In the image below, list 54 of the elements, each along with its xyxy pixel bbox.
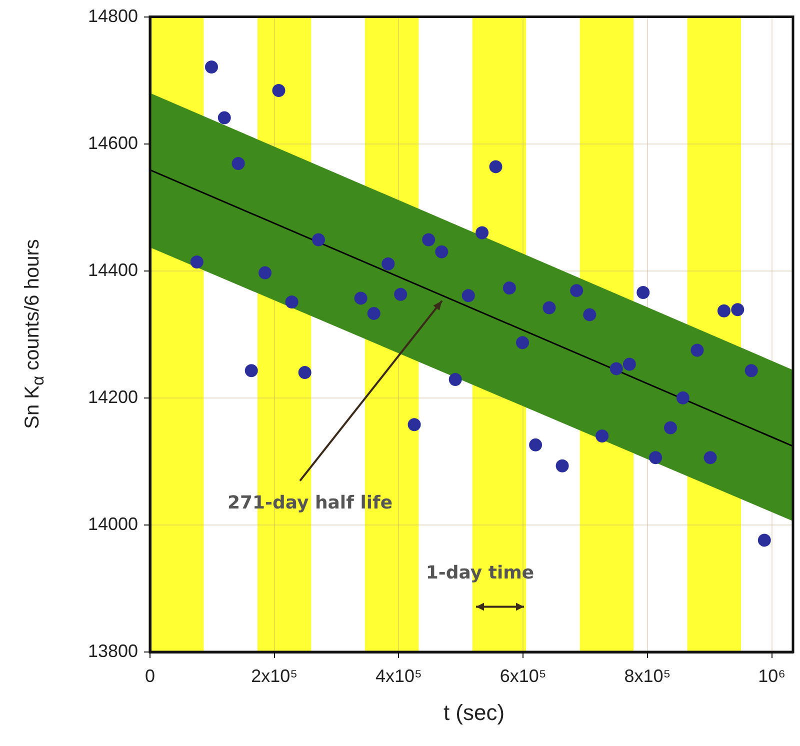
y-tick-label: 14400: [88, 260, 138, 280]
y-tick-label: 14200: [88, 386, 138, 407]
x-tick-label: 0: [144, 666, 156, 686]
point: [489, 160, 502, 174]
point: [583, 308, 596, 322]
point: [717, 304, 730, 318]
point: [312, 233, 326, 246]
point: [272, 84, 286, 97]
point: [649, 451, 662, 464]
point: [704, 451, 717, 464]
y-tick-label: 14800: [88, 6, 138, 26]
point: [622, 358, 636, 371]
point: [570, 284, 584, 298]
x-axis-title: t (sec): [443, 700, 505, 726]
point: [664, 421, 677, 434]
x-tick-label: 6x10⁵: [500, 666, 546, 686]
point: [516, 336, 529, 350]
point: [205, 60, 218, 74]
x-tick-label: 4x10⁵: [375, 666, 422, 686]
point: [244, 364, 258, 378]
x-tick-label: 2x10⁵: [251, 666, 298, 686]
point: [367, 306, 380, 320]
point: [218, 111, 231, 124]
point: [394, 288, 408, 301]
point: [422, 233, 436, 246]
point: [744, 364, 758, 378]
point: [542, 301, 556, 314]
point: [758, 534, 771, 547]
y-tick-label: 13800: [88, 640, 138, 661]
point: [596, 430, 609, 443]
point: [354, 292, 368, 305]
point: [731, 303, 744, 316]
y-tick-label: 14000: [88, 514, 138, 534]
point: [435, 245, 448, 258]
x-tick-label: 8x10⁵: [624, 666, 671, 686]
point: [529, 438, 542, 452]
point: [610, 362, 623, 376]
point: [258, 266, 272, 280]
point: [382, 257, 395, 270]
point: [232, 157, 245, 170]
point: [448, 373, 462, 386]
point: [298, 366, 312, 380]
point: [462, 289, 475, 302]
y-tick-label: 14600: [88, 132, 138, 153]
point: [190, 255, 204, 268]
point: [556, 459, 569, 472]
point: [502, 282, 516, 295]
point: [636, 286, 650, 299]
point: [408, 418, 421, 432]
x-tick-label: 10⁶: [758, 666, 786, 686]
point: [676, 391, 690, 404]
point: [285, 296, 298, 309]
point: [690, 344, 704, 357]
point: [476, 226, 489, 240]
